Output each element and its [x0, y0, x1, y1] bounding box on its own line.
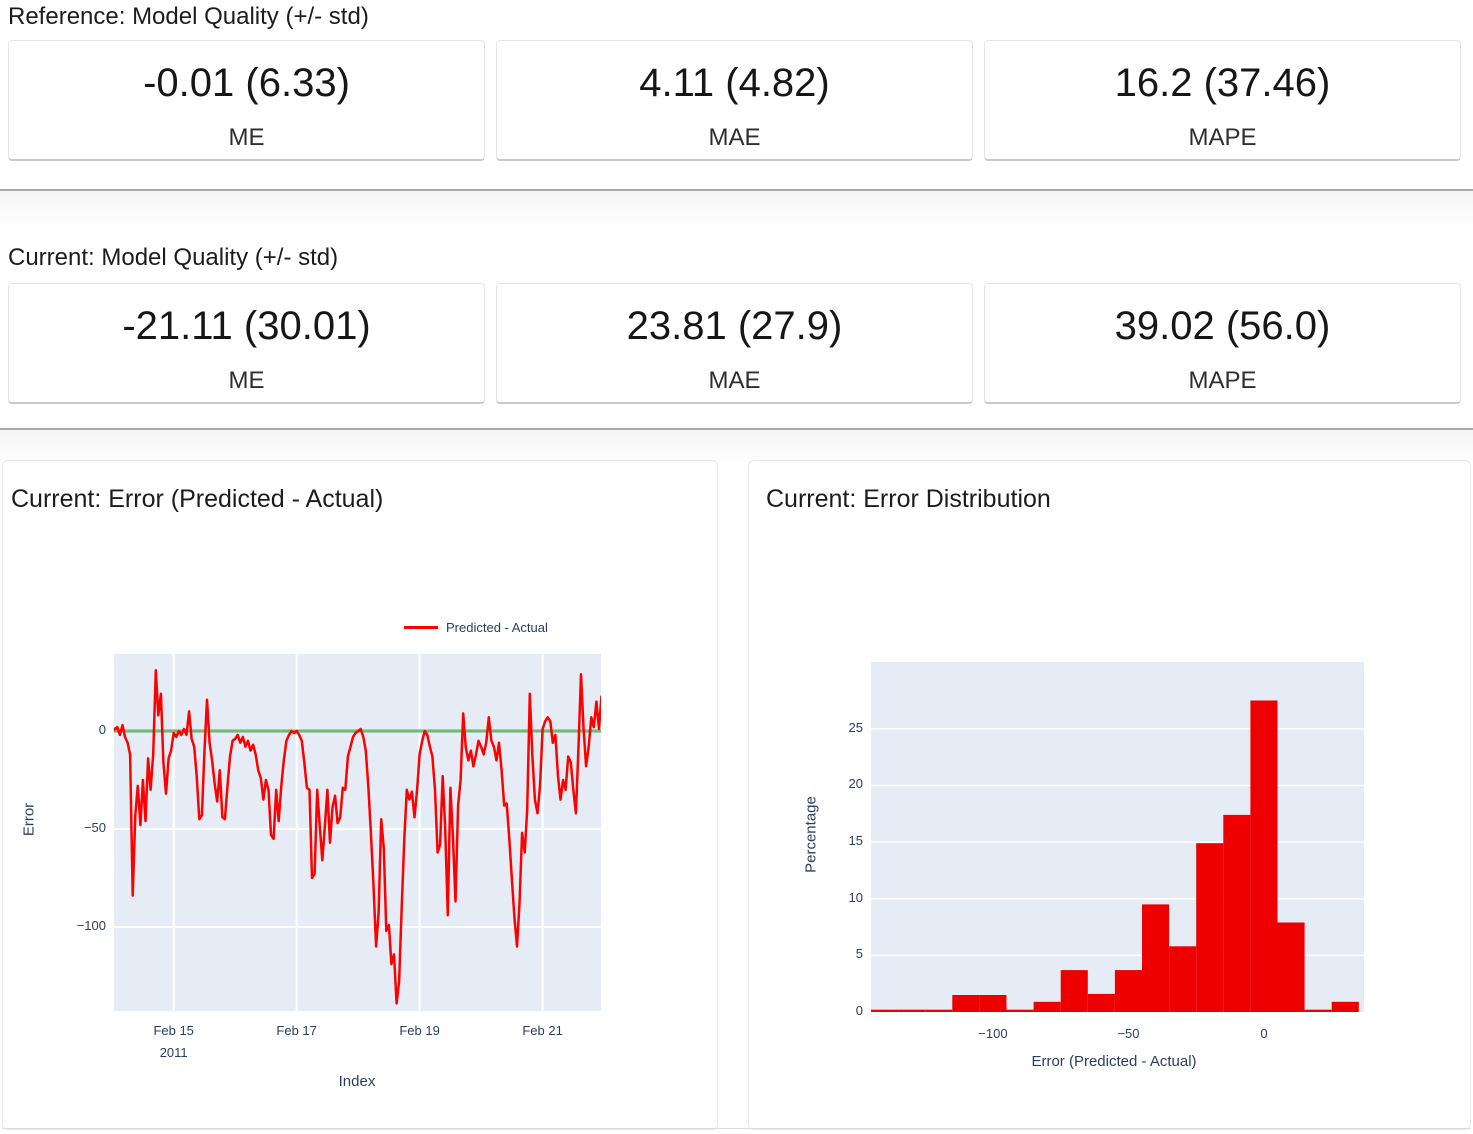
y-tick-label: 25 — [848, 719, 863, 735]
reference-quality-heading: Reference: Model Quality (+/- std) — [8, 3, 369, 30]
metric-label: MAE — [708, 124, 761, 151]
x-tick-label: Feb 21 — [522, 1023, 563, 1038]
error-line-chart-title: Current: Error (Predicted - Actual) — [11, 485, 384, 513]
metric-label: ME — [228, 124, 265, 151]
error-histogram-plot[interactable] — [871, 662, 1364, 1012]
metric-card-current-me: -21.11 (30.01) ME — [8, 283, 485, 404]
metric-label: MAE — [708, 367, 761, 394]
metric-card-reference-mape: 16.2 (37.46) MAPE — [984, 40, 1461, 161]
error-line-chart-panel: Current: Error (Predicted - Actual) Pred… — [2, 460, 718, 1130]
metric-label: MAPE — [1188, 124, 1257, 151]
metric-label: MAPE — [1188, 367, 1257, 394]
x-tick-label: 0 — [1260, 1026, 1268, 1041]
metric-value: -0.01 (6.33) — [143, 61, 350, 105]
legend-line-swatch — [404, 626, 438, 629]
metric-card-current-mape: 39.02 (56.0) MAPE — [984, 283, 1461, 404]
section-separator — [0, 428, 1473, 462]
x-tick-label: −50 — [1117, 1026, 1140, 1041]
metric-value: 16.2 (37.46) — [1114, 61, 1331, 105]
histogram-bars — [871, 700, 1359, 1012]
y-tick-label: −100 — [76, 917, 106, 933]
metric-card-reference-mae: 4.11 (4.82) MAE — [496, 40, 973, 161]
metric-value: 4.11 (4.82) — [639, 61, 830, 105]
y-tick-label: −50 — [83, 819, 106, 835]
metric-label: ME — [228, 367, 265, 394]
bottom-divider — [2, 1128, 1471, 1129]
metric-card-current-mae: 23.81 (27.9) MAE — [496, 283, 973, 404]
y-tick-label: 0 — [855, 1003, 863, 1018]
legend-item[interactable]: Predicted - Actual — [404, 620, 548, 635]
error-distribution-panel: Current: Error Distribution Percentage E… — [748, 460, 1471, 1130]
x-tick-label: Feb 19 — [399, 1023, 440, 1038]
error-line-plot[interactable] — [114, 654, 601, 1011]
current-metric-cards: -21.11 (30.01) ME 23.81 (27.9) MAE 39.02… — [8, 283, 1461, 404]
metric-card-reference-me: -0.01 (6.33) ME — [8, 40, 485, 161]
legend-label: Predicted - Actual — [446, 620, 548, 635]
metric-value: -21.11 (30.01) — [122, 304, 371, 348]
x-axis-title: Error (Predicted - Actual) — [1031, 1053, 1197, 1070]
error-distribution-title: Current: Error Distribution — [766, 485, 1051, 513]
current-quality-heading: Current: Model Quality (+/- std) — [8, 244, 339, 271]
x-axis-title: Index — [338, 1073, 376, 1090]
reference-metric-cards: -0.01 (6.33) ME 4.11 (4.82) MAE 16.2 (37… — [8, 40, 1461, 161]
x-tick-label: 2011 — [159, 1045, 188, 1060]
predicted-minus-actual-line — [114, 669, 601, 1005]
metric-value: 23.81 (27.9) — [626, 304, 843, 348]
y-tick-label: 5 — [855, 946, 863, 962]
y-tick-label: 0 — [98, 722, 106, 737]
y-tick-label: 20 — [848, 776, 863, 792]
y-tick-label: 10 — [848, 889, 863, 905]
x-tick-label: −100 — [978, 1026, 1008, 1041]
metric-value: 39.02 (56.0) — [1114, 304, 1331, 348]
x-tick-label: Feb 15 — [153, 1023, 194, 1038]
x-tick-label: Feb 17 — [276, 1023, 317, 1038]
section-separator — [0, 189, 1473, 224]
y-tick-label: 15 — [848, 833, 863, 849]
